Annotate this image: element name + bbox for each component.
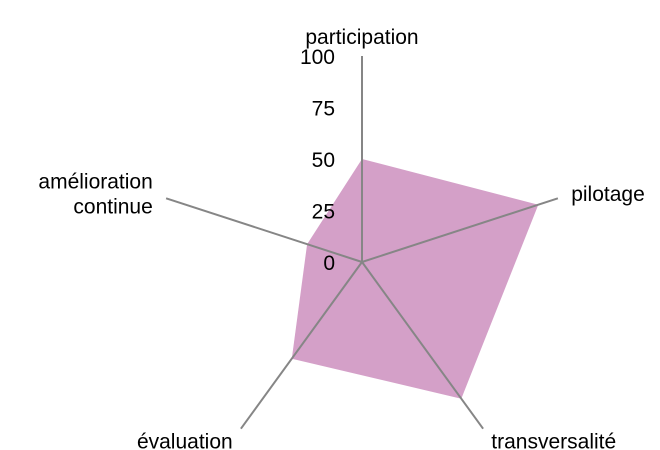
category-label: transversalité — [491, 431, 616, 450]
series-area — [292, 159, 539, 399]
category-label: amélioration continue — [38, 171, 152, 219]
tick-label: 50 — [312, 149, 335, 172]
tick-label: 75 — [312, 98, 335, 121]
tick-label: 100 — [300, 46, 335, 69]
category-label: évaluation — [137, 431, 233, 450]
radar-series — [292, 159, 539, 399]
tick-label: 0 — [323, 252, 335, 275]
category-label: participation — [305, 26, 418, 49]
category-label: pilotage — [571, 183, 645, 206]
tick-label: 25 — [312, 201, 335, 224]
